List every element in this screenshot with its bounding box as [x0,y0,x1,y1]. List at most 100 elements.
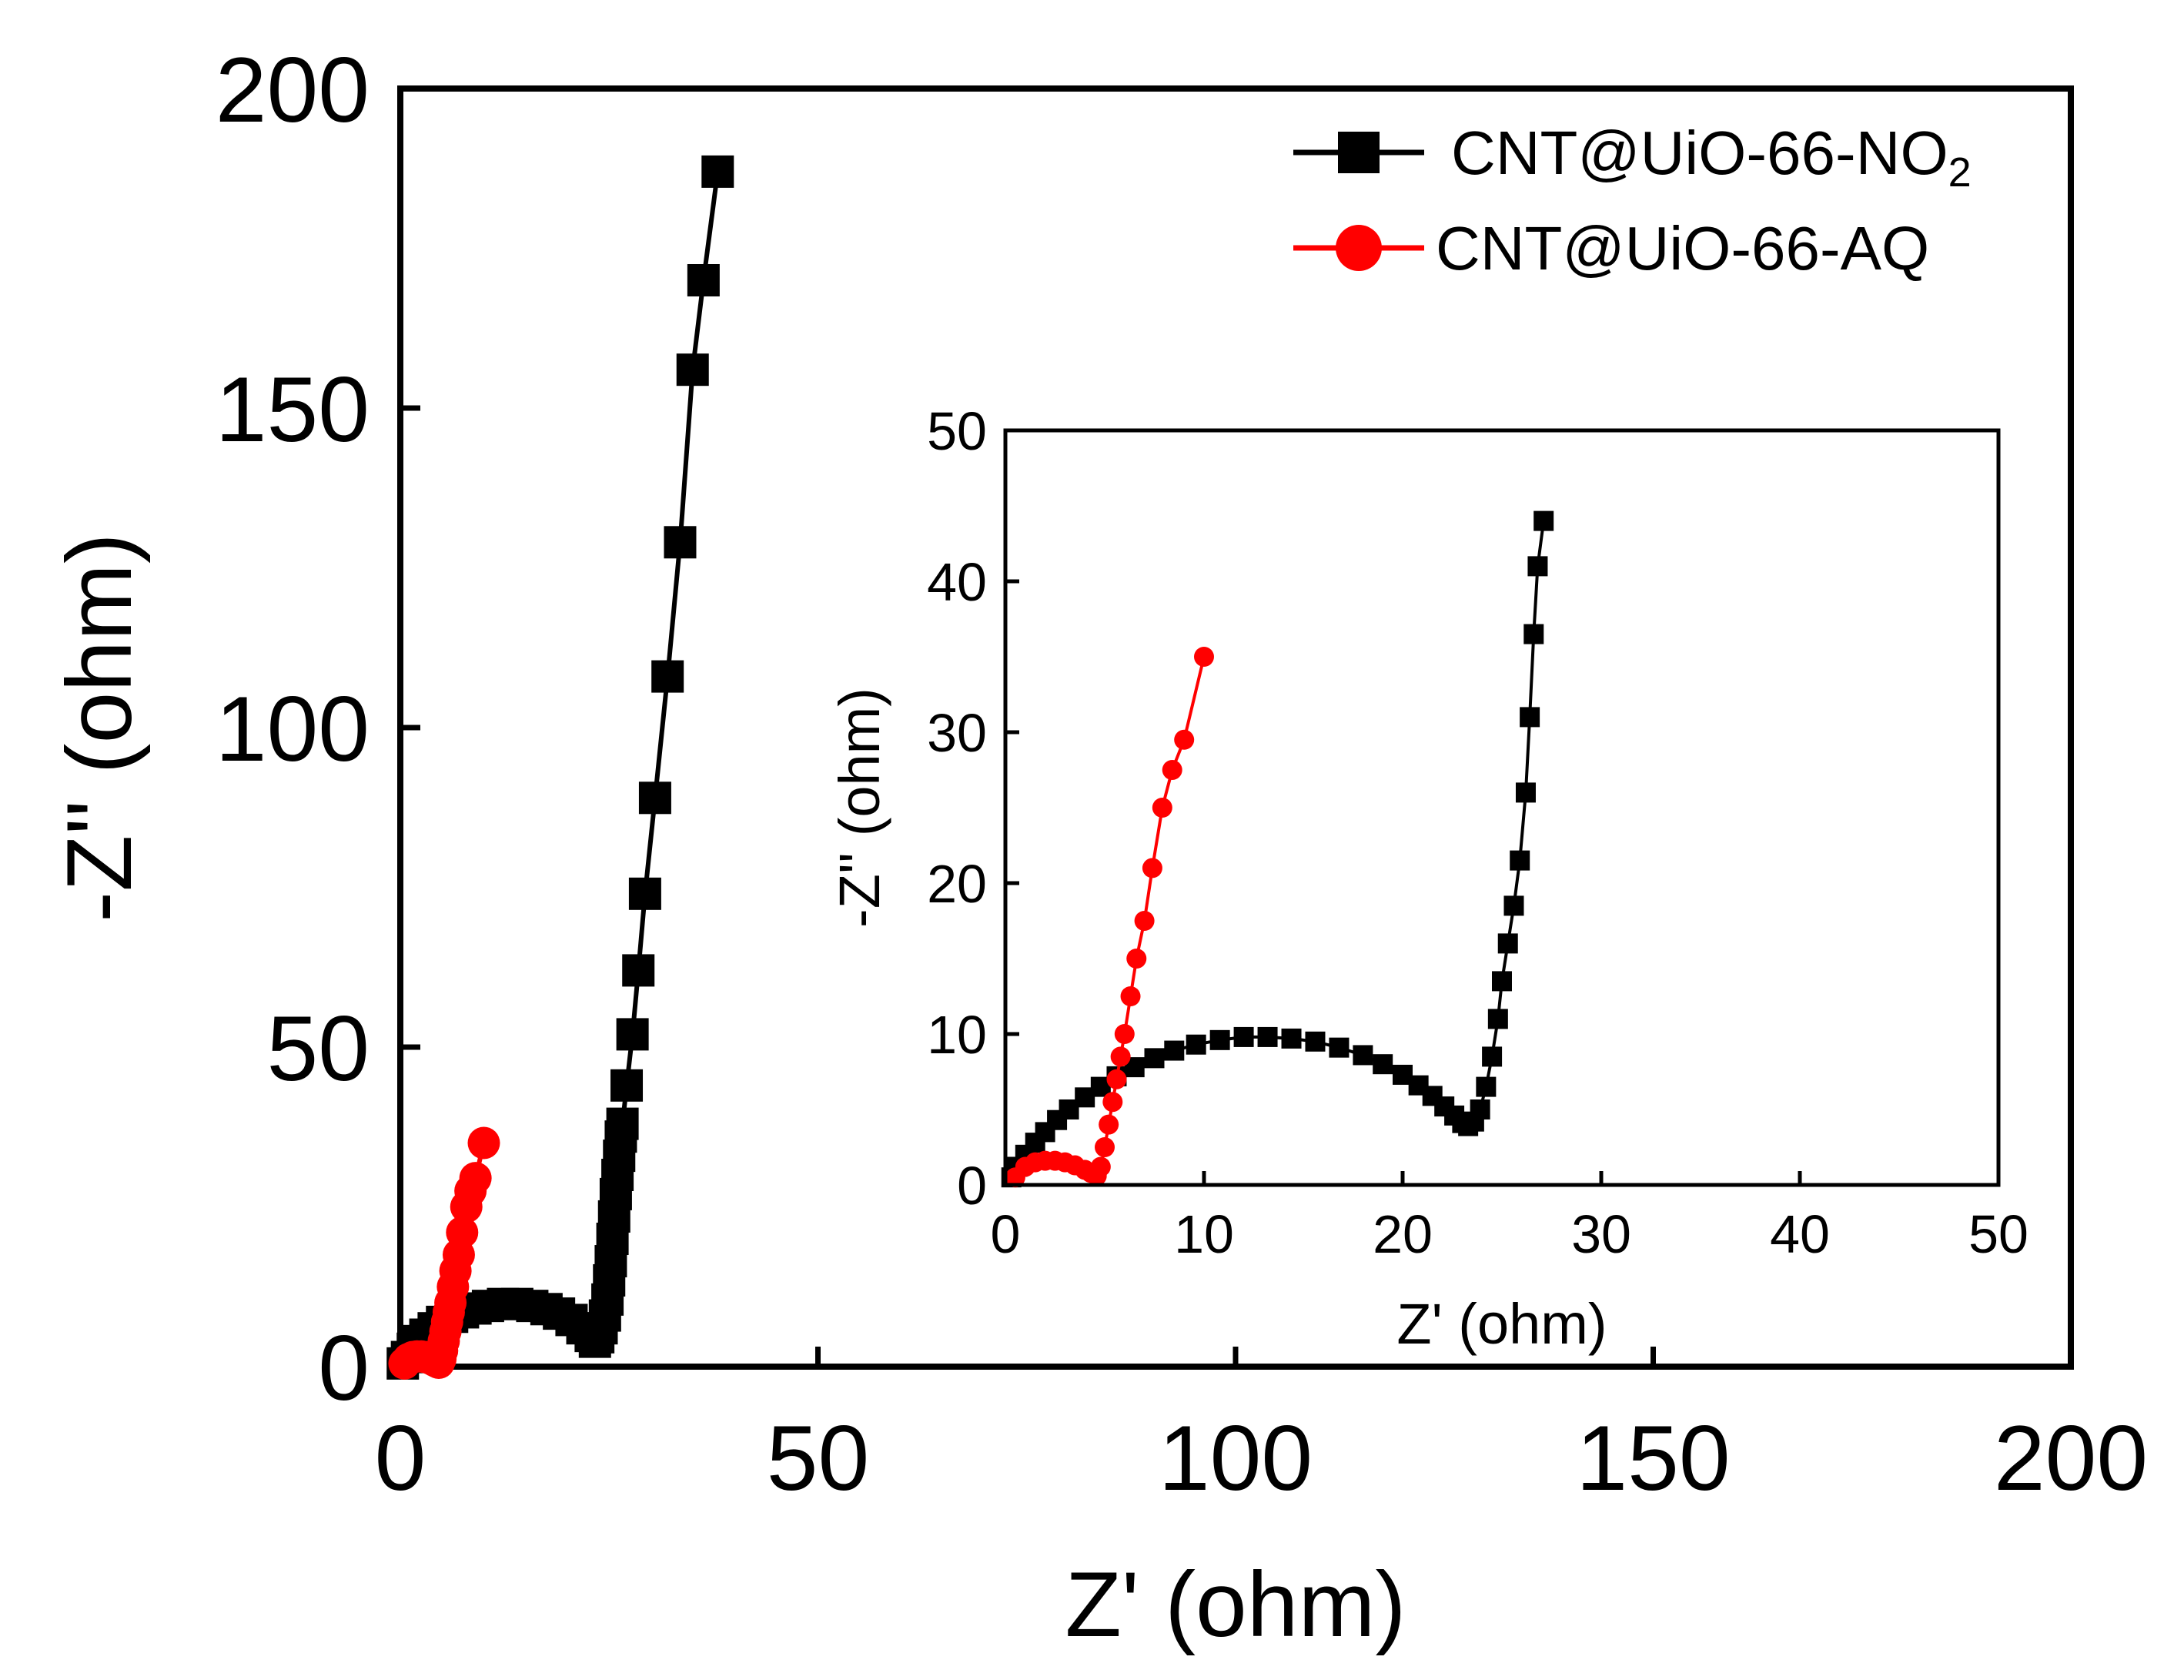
inset-data-point [1329,1037,1350,1058]
main-data-point [676,353,709,387]
inset-data-point [1487,1009,1508,1029]
main-series-layer [386,155,734,1380]
main-x-tick-label: 100 [1159,1407,1313,1510]
legend-label-nitro: CNT@UiO-66-NO2 [1451,119,1972,196]
inset-x-tick-label: 10 [1174,1204,1234,1264]
main-x-tick-label: 150 [1576,1407,1730,1510]
main-data-point [664,526,697,559]
inset-y-axis-label: -Z'' (ohm) [828,688,891,928]
inset-x-tick-label: 30 [1571,1204,1631,1264]
inset-data-point [1497,933,1518,954]
inset-data-point [1510,850,1530,871]
inset-data-point [1162,760,1182,780]
legend-item-aq: CNT@UiO-66-AQ [1293,214,1929,283]
main-data-point [606,1107,639,1140]
inset-data-point [1527,556,1548,577]
inset-data-point [1523,624,1544,644]
inset-data-point [1164,1040,1185,1061]
main-x-tick-label: 200 [1994,1407,2148,1510]
inset-data-point [1209,1029,1230,1050]
legend-label-aq: CNT@UiO-66-AQ [1436,214,1929,283]
inset-y-tick-label: 0 [957,1156,987,1216]
legend-marker-nitro [1338,132,1380,173]
main-y-tick-label: 200 [216,38,370,142]
main-data-point [616,1018,649,1051]
inset-data-point [1281,1028,1302,1049]
main-data-point [651,660,684,693]
inset-plot-frame [1003,428,2001,1187]
main-data-point [446,1216,479,1249]
inset-data-point [1106,1069,1127,1089]
inset-data-point [1114,1024,1135,1044]
inset-series-layer [1001,510,1554,1188]
main-data-point [467,1126,500,1160]
inset-plot: 0 10 20 30 40 50 0 10 20 30 40 50 Z' (ohm) -Z'' (oh… [828,401,2028,1356]
inset-data-point [1174,729,1195,750]
inset-data-point [1520,707,1540,728]
inset-data-point [1102,1092,1123,1113]
inset-data-point [1476,1076,1497,1097]
inset-series-1 [1005,647,1214,1188]
main-x-tick-label: 0 [375,1407,426,1510]
inset-data-point [1194,647,1214,667]
inset-data-point [1142,858,1162,878]
legend-item-nitro: CNT@UiO-66-NO2 [1293,119,1972,196]
inset-data-point [1099,1114,1119,1135]
legend-label-nitro-main: CNT@UiO-66-NO [1451,119,1948,187]
inset-x-tick-label: 50 [1968,1204,2028,1264]
main-data-point [687,264,720,296]
inset-y-tick-label: 20 [927,854,987,914]
main-series-1 [388,1126,500,1380]
legend: CNT@UiO-66-NO2 CNT@UiO-66-AQ [1293,119,1972,283]
inset-x-tick-label: 0 [991,1204,1021,1264]
main-series-0 [386,155,734,1380]
inset-data-point [1134,911,1155,931]
inset-x-tick-label: 20 [1373,1204,1433,1264]
inset-data-point [1120,986,1141,1006]
main-data-point [628,877,661,910]
inset-y-tick-label: 50 [927,401,987,461]
inset-data-point [1110,1046,1131,1067]
inset-data-point [1144,1048,1165,1069]
main-data-point [701,155,734,188]
main-x-tick-label: 50 [767,1407,869,1510]
inset-data-point [1090,1156,1111,1177]
inset-data-point [1373,1054,1393,1075]
inset-data-point [1233,1026,1254,1047]
inset-data-point [1257,1026,1278,1047]
inset-data-point [1305,1031,1326,1052]
main-data-point [459,1162,492,1195]
legend-marker-aq [1336,225,1382,271]
main-series-line [400,171,721,1365]
inset-data-point [1470,1099,1490,1119]
legend-label-nitro-subscript: 2 [1948,149,1972,196]
inset-data-point [1353,1045,1373,1066]
inset-y-tick-label: 30 [927,703,987,763]
main-data-point [622,954,655,987]
inset-x-tick-label: 40 [1770,1204,1830,1264]
inset-data-point [1492,971,1512,992]
inset-data-point [1503,895,1524,916]
inset-data-point [1515,782,1536,803]
main-data-point [638,781,671,815]
main-x-axis-label: Z' (ohm) [1065,1553,1406,1656]
inset-data-point [1095,1137,1115,1157]
inset-data-point [1152,798,1172,818]
main-y-tick-label: 150 [216,358,370,461]
inset-data-point [1186,1034,1206,1055]
inset-y-tick-label: 40 [927,552,987,612]
main-y-axis-label: -Z'' (ohm) [48,533,151,922]
main-data-point [610,1069,644,1102]
main-y-tick-label: 100 [216,678,370,781]
inset-series-0 [1001,510,1554,1188]
inset-data-point [1533,510,1554,531]
inset-axis-ticks: 0 10 20 30 40 50 0 10 20 30 40 50 [927,401,2028,1264]
inset-data-point [1482,1046,1503,1067]
main-y-tick-label: 0 [318,1317,370,1420]
main-y-tick-label: 50 [267,997,370,1100]
inset-x-axis-label: Z' (ohm) [1396,1292,1607,1356]
inset-y-tick-label: 10 [927,1005,987,1065]
